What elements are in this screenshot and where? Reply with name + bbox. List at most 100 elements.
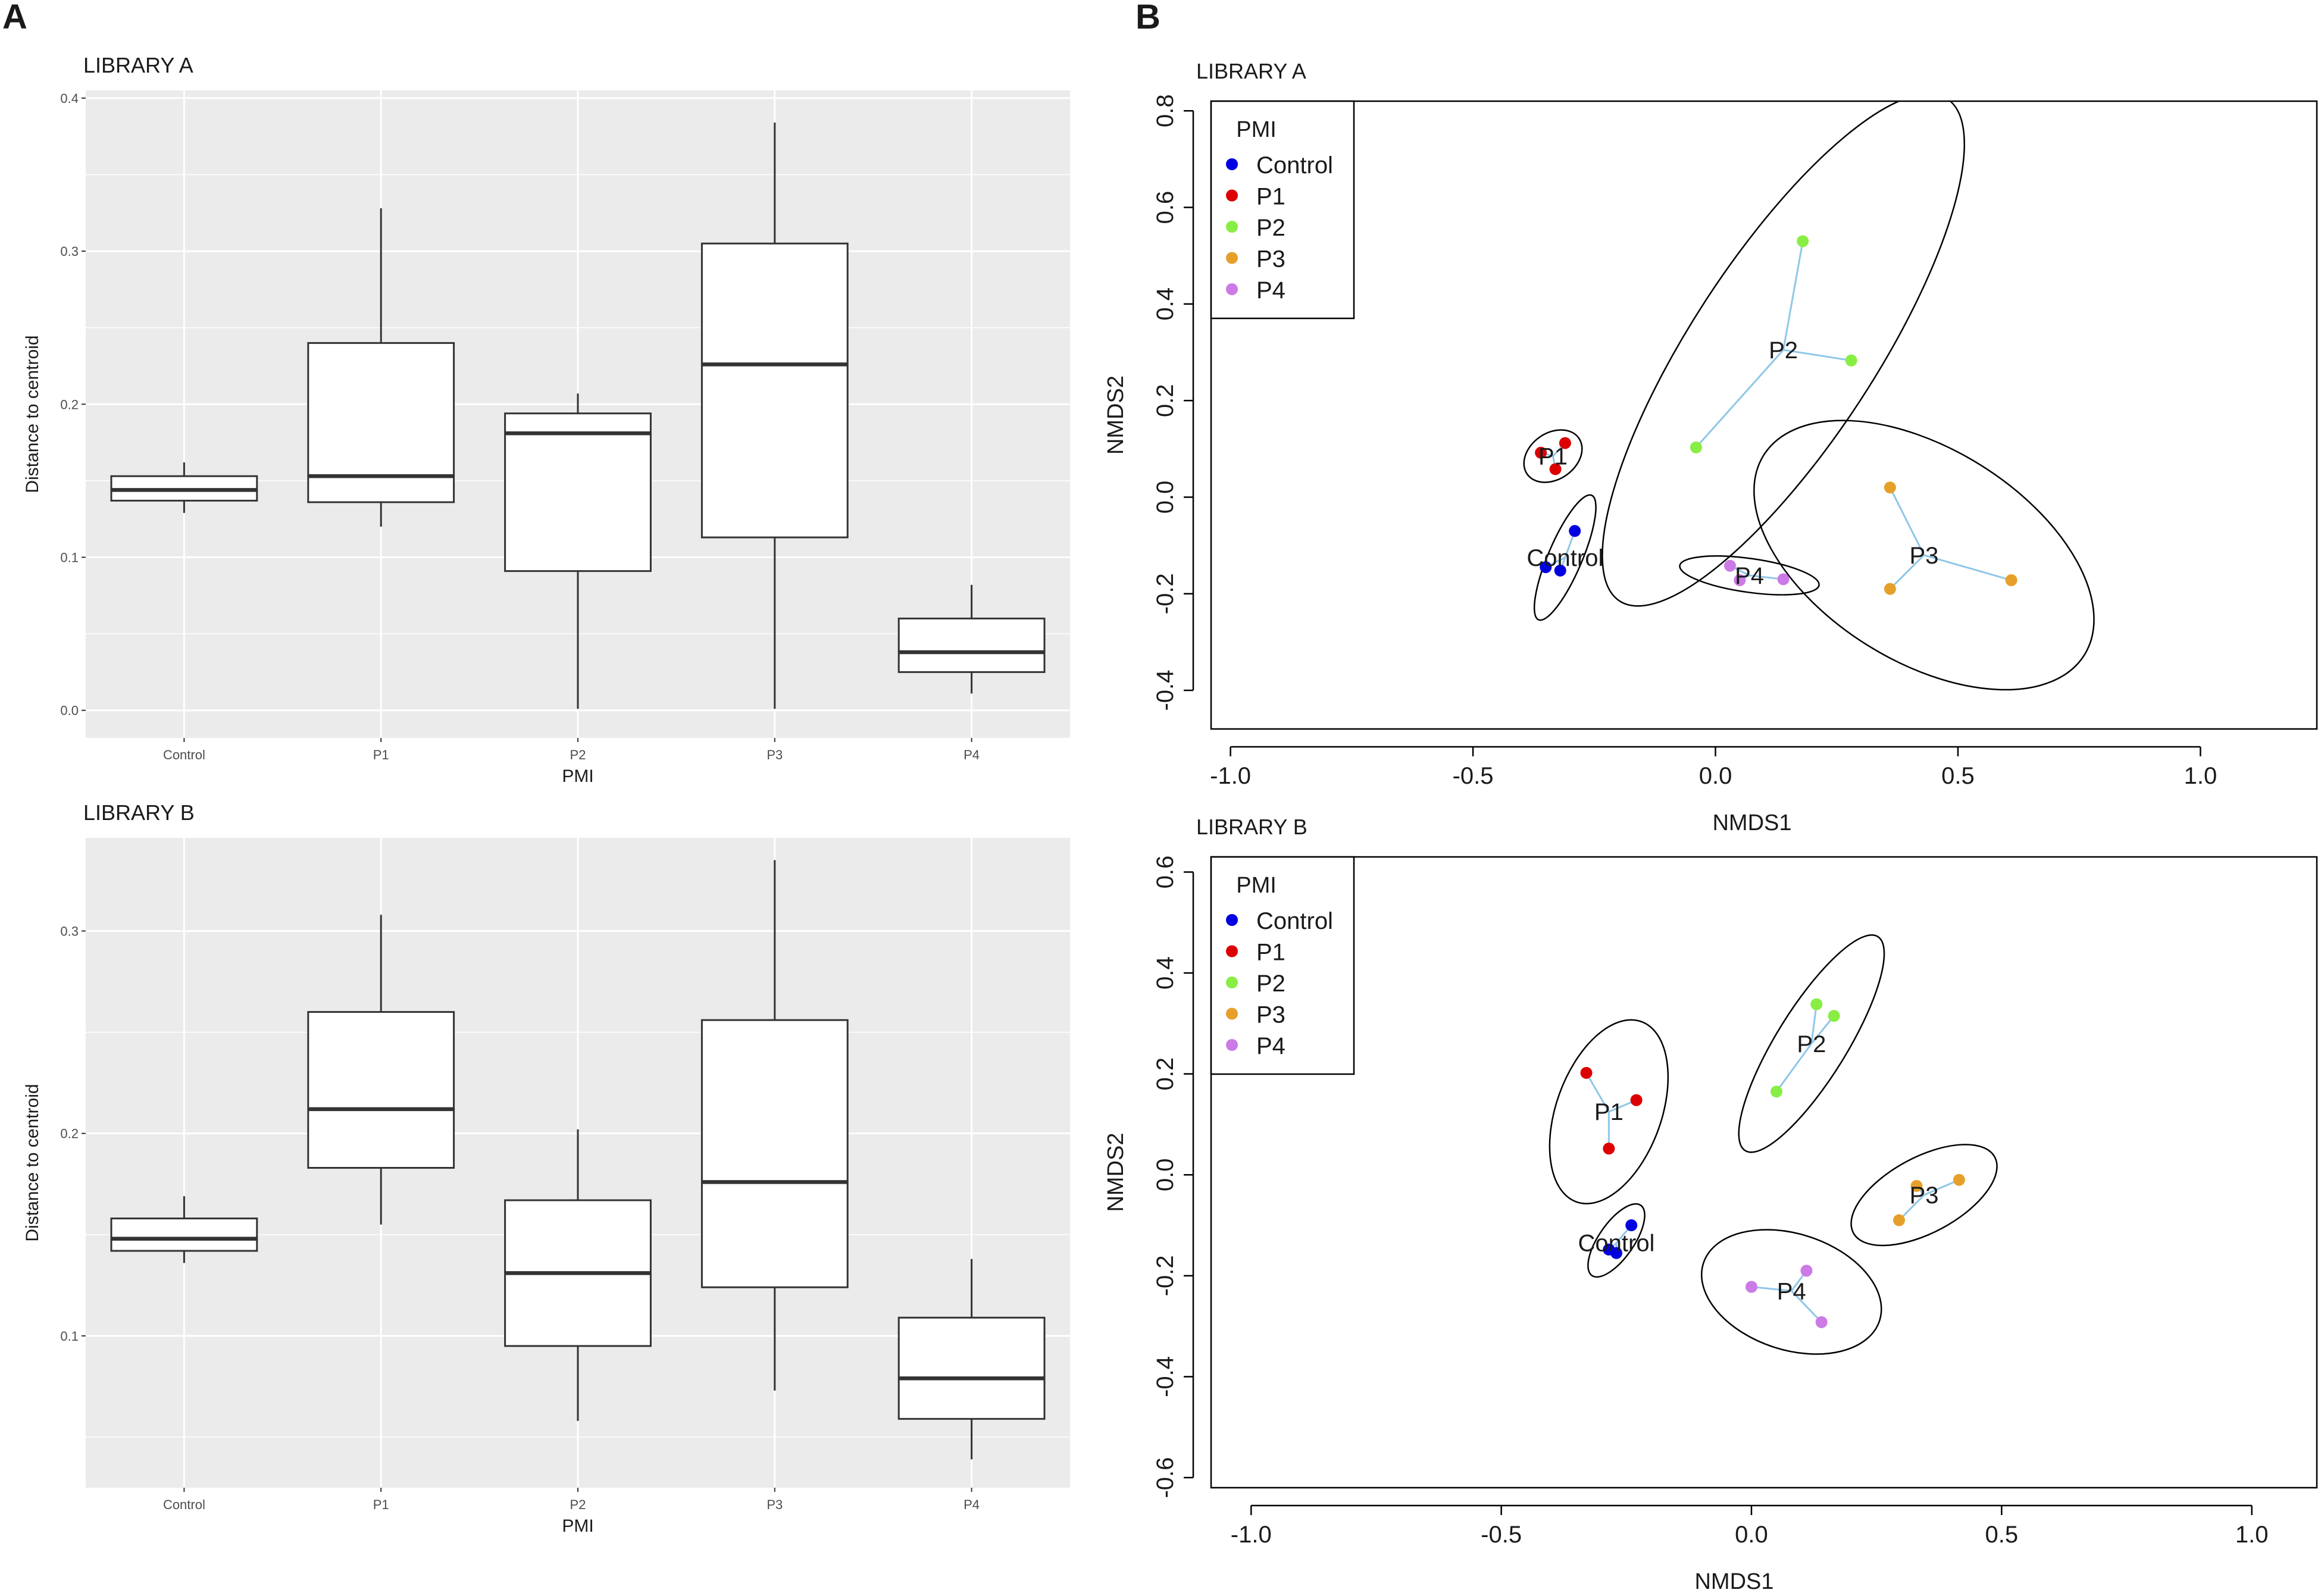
x-tick-label: 0.0 <box>1735 1522 1768 1548</box>
box-p1 <box>307 208 455 527</box>
point-p4 <box>1815 1316 1828 1328</box>
y-tick-label: -0.4 <box>1152 1356 1178 1397</box>
plot-area: Control P1 P2 P3 P4 <box>1523 101 2095 691</box>
legend-label-p4: P4 <box>1256 1033 1285 1059</box>
x-tick-label: Control <box>163 1497 205 1512</box>
y-tick-label: 0.4 <box>1152 287 1178 321</box>
y-axis-label: Distance to centroid <box>23 335 42 493</box>
point-p2 <box>1845 354 1857 367</box>
spider-line-p2 <box>1782 241 1804 351</box>
spider-line-p2 <box>1695 349 1784 448</box>
y-tick-label: 0.1 <box>60 1329 79 1344</box>
spider-line-p2 <box>1810 1004 1818 1044</box>
x-tick-label: P4 <box>964 747 980 762</box>
legend-label-p2: P2 <box>1256 215 1285 241</box>
point-control <box>1554 564 1566 577</box>
legend-marker-p2 <box>1226 221 1238 233</box>
plot-frame <box>1210 100 2318 730</box>
spider-line-p4 <box>1791 1290 1822 1323</box>
centroid-label-p1: P1 <box>1538 443 1568 470</box>
y-tick-label: 0.2 <box>1152 1057 1178 1091</box>
spider-line-p3 <box>1889 487 1925 556</box>
x-tick-label: 1.0 <box>2184 763 2217 789</box>
x-tick-label: -0.5 <box>1453 763 1494 789</box>
point-p4 <box>1723 559 1736 572</box>
legend-title: PMI <box>1236 873 1277 898</box>
centroid-label-p1: P1 <box>1594 1099 1624 1125</box>
box-iqr <box>700 242 849 539</box>
spider-line-p3 <box>1889 554 1925 590</box>
boxplot-library-b: LIBRARY B 0.1 0.2 0.3 Control P1 P2 P3 P4 PMI Dist… <box>23 800 1070 1536</box>
x-axis-label: NMDS1 <box>1694 1569 1773 1594</box>
ellipse-control <box>1533 494 1597 621</box>
x-tick-label: -0.5 <box>1481 1522 1522 1548</box>
y-axis-label: NMDS2 <box>1103 375 1128 455</box>
centroid-label-p3: P3 <box>1909 543 1938 569</box>
x-tick-label: Control <box>163 747 205 762</box>
point-p2 <box>1771 1085 1783 1098</box>
box-control <box>110 462 258 513</box>
spider-line-p2 <box>1783 349 1851 362</box>
point-p2 <box>1797 235 1809 248</box>
point-p1 <box>1603 1143 1615 1155</box>
panel-letter-a: A <box>2 0 27 36</box>
legend-marker-p4 <box>1226 1039 1238 1051</box>
ellipse-p3 <box>1850 1144 1998 1247</box>
point-control <box>1610 1247 1622 1259</box>
point-control <box>1569 525 1581 537</box>
point-p3 <box>1953 1173 1965 1186</box>
point-p1 <box>1559 437 1571 449</box>
chart-title: LIBRARY A <box>1196 59 1306 83</box>
box-iqr <box>504 412 652 572</box>
point-p4 <box>1777 573 1790 586</box>
legend-label-p1: P1 <box>1256 940 1285 966</box>
y-tick-label: 0.6 <box>1152 856 1178 889</box>
centroid-label-p2: P2 <box>1797 1031 1826 1057</box>
box-p3 <box>700 860 849 1391</box>
x-tick-label: P3 <box>767 747 783 762</box>
point-p4 <box>1745 1281 1757 1293</box>
legend-marker-control <box>1226 914 1238 926</box>
legend-label-control: Control <box>1256 908 1333 934</box>
panel-letter-b: B <box>1136 0 1160 36</box>
legend: PMI Control P1 P2 P3 P4 <box>1210 100 1355 320</box>
box-iqr <box>700 1019 849 1288</box>
legend-marker-p3 <box>1226 252 1238 264</box>
box-iqr <box>307 342 455 503</box>
y-tick-label: 0.1 <box>60 550 79 565</box>
box-p4 <box>897 584 1046 694</box>
legend-marker-p1 <box>1226 945 1238 957</box>
point-p4 <box>1800 1265 1813 1277</box>
x-tick-label: 0.5 <box>1985 1522 2019 1548</box>
legend-label-p3: P3 <box>1256 1002 1285 1028</box>
legend-marker-p2 <box>1226 977 1238 988</box>
x-tick-label: P1 <box>373 747 389 762</box>
x-tick-label: -1.0 <box>1210 763 1251 789</box>
box-iqr <box>307 1011 455 1169</box>
legend-label-control: Control <box>1256 152 1333 179</box>
centroid-label-p3: P3 <box>1910 1182 1939 1209</box>
y-tick-label: 0.2 <box>60 1126 79 1141</box>
y-tick-label: 0.0 <box>60 703 79 718</box>
spider-line-p3 <box>1923 1179 1960 1196</box>
y-tick-label: 0.6 <box>1152 191 1178 224</box>
legend: PMI Control P1 P2 P3 P4 <box>1210 856 1355 1075</box>
point-p2 <box>1828 1010 1840 1022</box>
point-p3 <box>2005 574 2017 587</box>
box-iqr <box>897 617 1046 673</box>
centroid-label-p4: P4 <box>1735 563 1764 589</box>
centroid-label-control: Control <box>1578 1231 1655 1257</box>
legend-marker-p3 <box>1226 1007 1238 1020</box>
spider-line-p3 <box>1923 554 2012 581</box>
point-p3 <box>1910 1179 1923 1192</box>
box-p2 <box>504 393 652 709</box>
x-tick-label: 0.0 <box>1699 763 1732 789</box>
nmds-library-a: LIBRARY A -1.0 -0.5 0.0 0.5 1.0 NMDS1 -0.4 -0.2 0… <box>1103 59 2318 835</box>
legend-marker-p1 <box>1226 189 1238 202</box>
box-p2 <box>504 1129 652 1421</box>
y-tick-label: 0.3 <box>60 244 79 259</box>
box-iqr <box>110 1218 258 1252</box>
chart-title: LIBRARY B <box>83 800 195 825</box>
y-tick-label: 0.0 <box>1152 481 1178 514</box>
